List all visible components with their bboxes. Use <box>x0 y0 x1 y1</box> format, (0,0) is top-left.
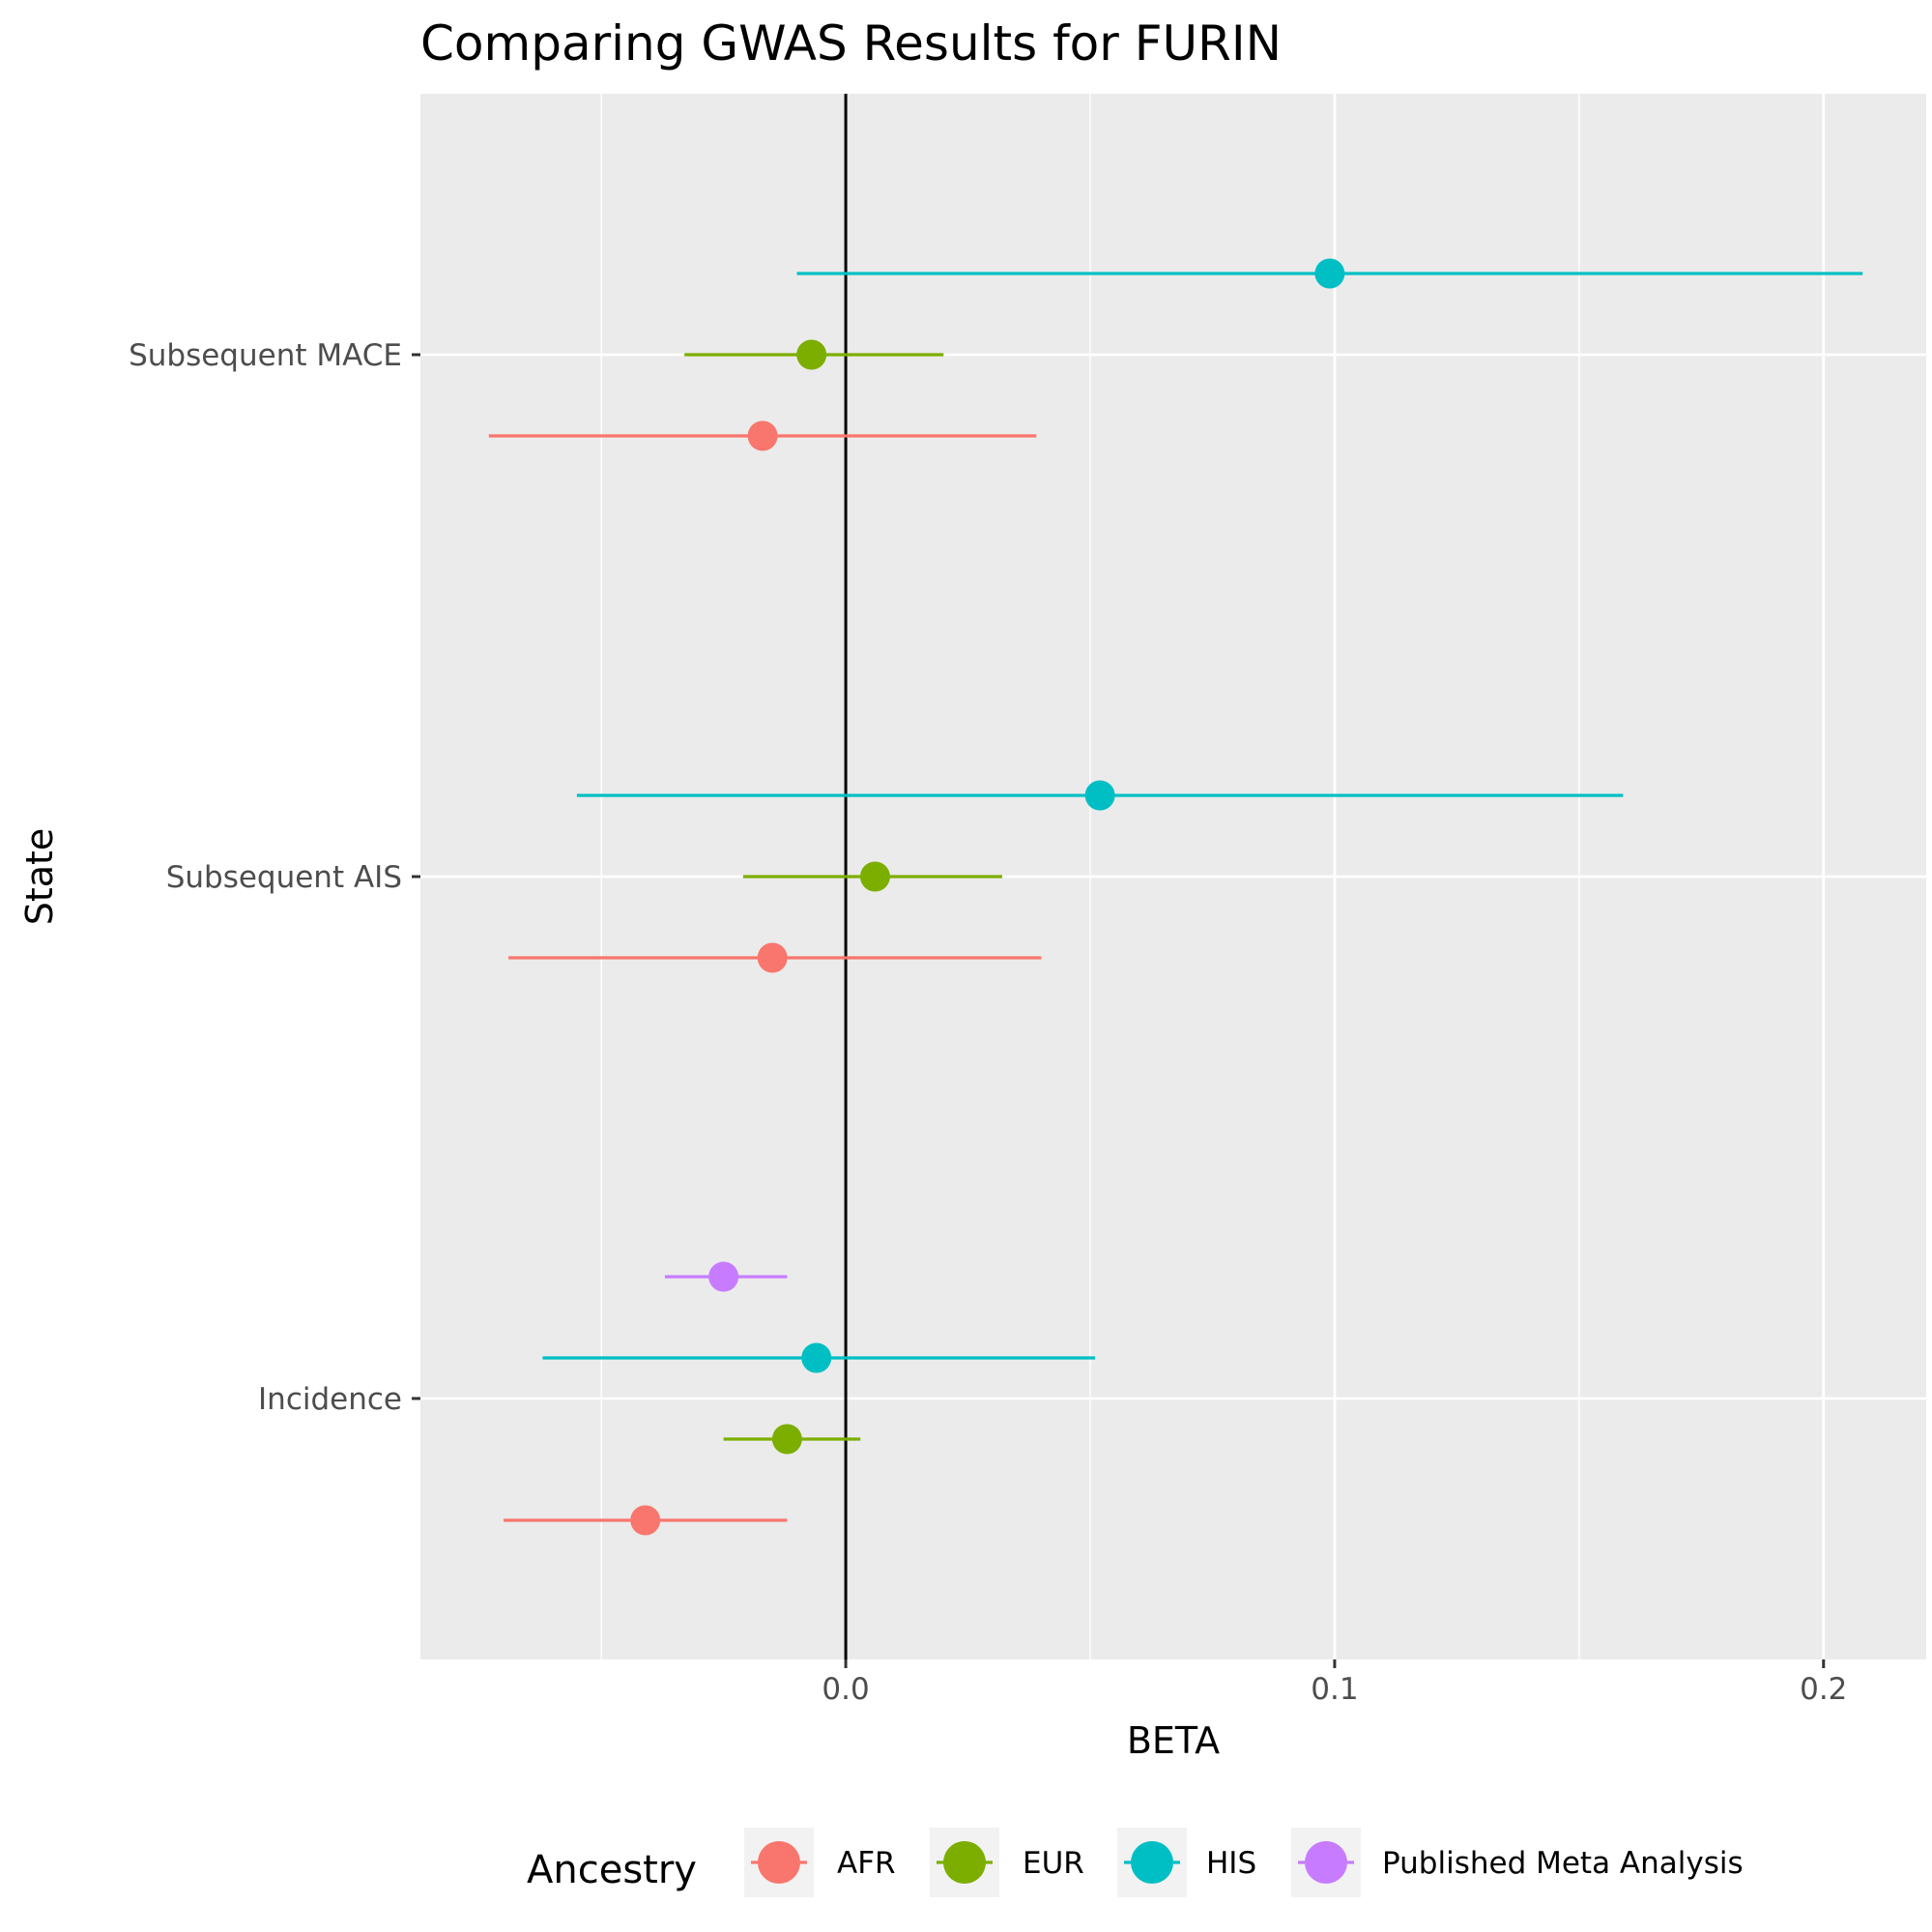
legend-key-point-eur <box>943 1841 986 1884</box>
legend-label-his: HIS <box>1206 1846 1256 1881</box>
x-tick-label: 0.2 <box>1800 1672 1847 1707</box>
legend-label-eur: EUR <box>1023 1846 1084 1881</box>
legend-label-afr: AFR <box>837 1846 896 1881</box>
chart-title: Comparing GWAS Results for FURIN <box>420 15 1282 72</box>
point-eur-incidence <box>771 1424 802 1455</box>
point-eur-subsequent-ais <box>859 861 890 892</box>
point-afr-subsequent-mace <box>747 420 778 451</box>
legend-key-point-his <box>1131 1841 1173 1884</box>
legend-title: Ancestry <box>527 1848 697 1892</box>
legend-key-point-afr <box>758 1841 800 1884</box>
x-axis-title: BETA <box>1127 1719 1220 1762</box>
point-eur-subsequent-mace <box>796 339 827 370</box>
point-published-meta-analysis-incidence <box>708 1261 739 1292</box>
x-tick-label: 0.0 <box>822 1672 869 1707</box>
x-axis: 0.0 0.1 0.2 <box>822 1659 1847 1707</box>
legend-label-published-meta-analysis: Published Meta Analysis <box>1382 1846 1744 1881</box>
point-his-subsequent-ais <box>1084 780 1115 811</box>
data-marks <box>488 258 1863 1536</box>
y-axis: Incidence Subsequent AIS Subsequent MACE <box>129 338 420 1417</box>
point-his-subsequent-mace <box>1314 258 1345 289</box>
point-afr-incidence <box>630 1505 661 1536</box>
point-afr-subsequent-ais <box>757 942 788 973</box>
point-his-incidence <box>801 1342 832 1373</box>
y-tick-label: Incidence <box>258 1382 402 1417</box>
y-axis-title: State <box>18 828 61 926</box>
y-tick-label: Subsequent AIS <box>166 860 402 895</box>
x-tick-label: 0.1 <box>1311 1672 1358 1707</box>
legend-key-point-published-meta-analysis <box>1305 1841 1347 1884</box>
y-tick-label: Subsequent MACE <box>129 338 402 373</box>
legend: Ancestry AFR EUR HIS Published Meta Analysi… <box>527 1828 1744 1897</box>
